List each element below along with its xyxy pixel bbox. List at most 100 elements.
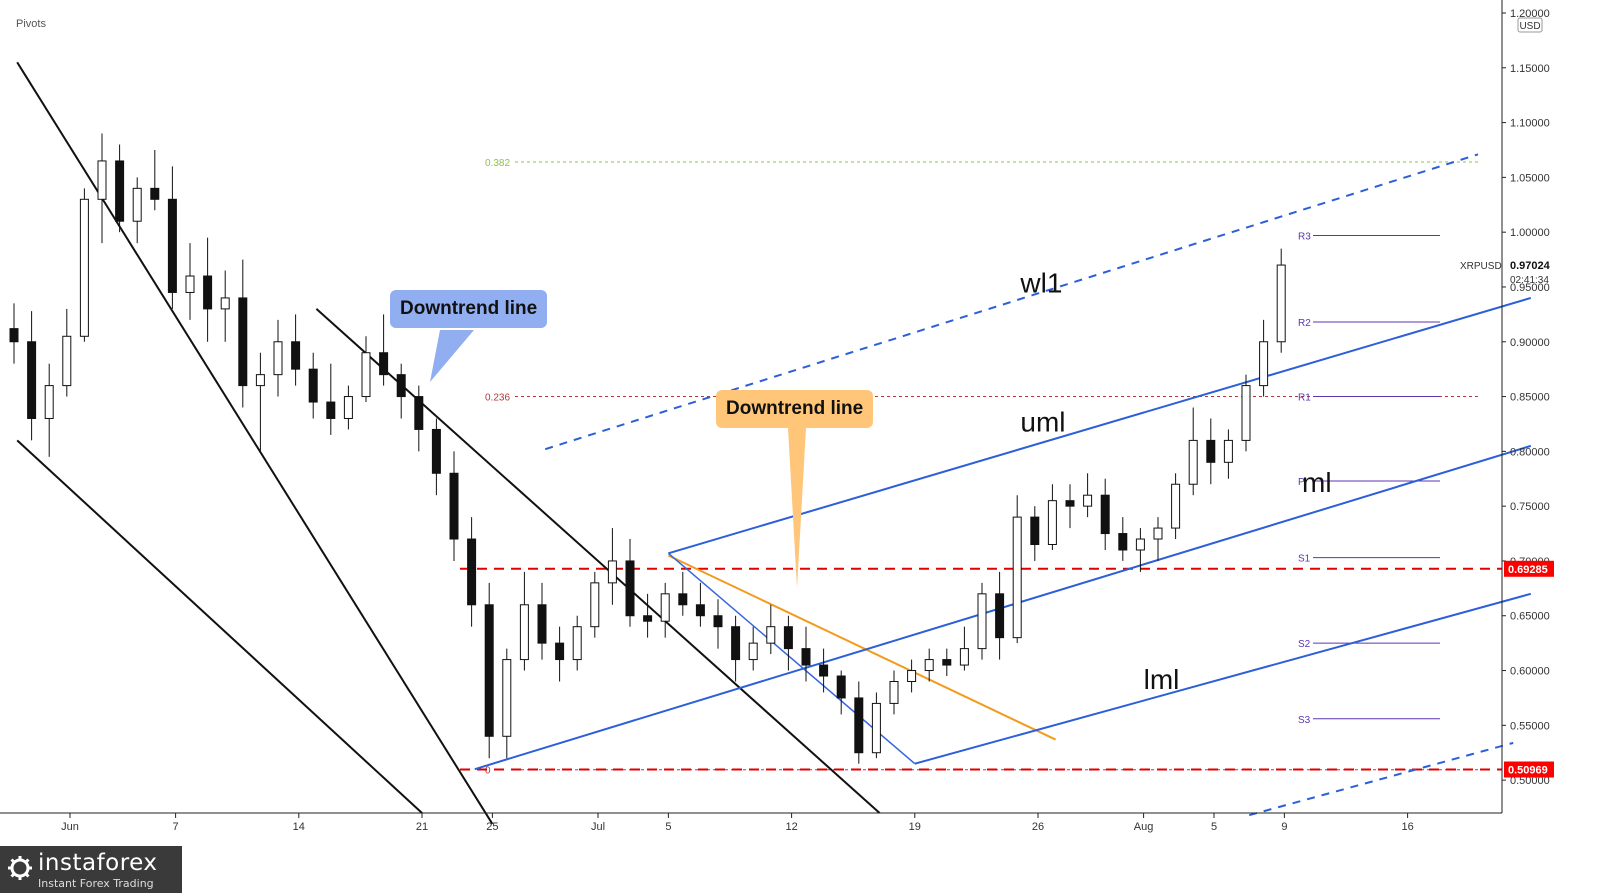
- candle-body[interactable]: [555, 642, 565, 661]
- candle-body[interactable]: [713, 615, 723, 628]
- pivot-label: S3: [1298, 715, 1311, 726]
- candle-body[interactable]: [748, 642, 758, 661]
- candle-body[interactable]: [607, 560, 617, 584]
- y-tick-label: 0.80000: [1510, 446, 1550, 458]
- candle-body[interactable]: [220, 297, 230, 310]
- candle-body[interactable]: [977, 593, 987, 650]
- candle-body[interactable]: [431, 428, 441, 474]
- candle-body[interactable]: [150, 187, 160, 200]
- indicator-label[interactable]: Pivots: [16, 18, 46, 30]
- candle-body[interactable]: [907, 670, 917, 682]
- candle-body[interactable]: [467, 538, 477, 606]
- x-tick-label: 9: [1281, 821, 1287, 833]
- candle-body[interactable]: [238, 297, 248, 387]
- pivot-label: S2: [1298, 639, 1311, 650]
- candle-body[interactable]: [1083, 494, 1093, 507]
- candle-body[interactable]: [1276, 264, 1286, 343]
- wl-lower-line[interactable]: [1248, 741, 1514, 817]
- candle-body[interactable]: [819, 664, 829, 677]
- pivot-label: P: [1298, 477, 1305, 488]
- candle-body[interactable]: [942, 659, 952, 666]
- candle-body[interactable]: [449, 472, 459, 540]
- candle-body[interactable]: [871, 702, 881, 754]
- candle-body[interactable]: [590, 582, 600, 628]
- candle-body[interactable]: [1259, 341, 1269, 387]
- candle-body[interactable]: [185, 275, 195, 293]
- candle-body[interactable]: [836, 675, 846, 699]
- candle-body[interactable]: [79, 198, 89, 337]
- candle-body[interactable]: [9, 328, 19, 343]
- candle-body[interactable]: [1153, 527, 1163, 540]
- y-tick-label: 1.15000: [1510, 63, 1550, 75]
- candle-body[interactable]: [854, 697, 864, 754]
- candle-body[interactable]: [766, 626, 776, 644]
- candle-body[interactable]: [1047, 500, 1057, 546]
- candle-body[interactable]: [326, 401, 336, 419]
- y-tick-label: 0.75000: [1510, 501, 1550, 513]
- candle-body[interactable]: [1030, 516, 1040, 546]
- candle-body[interactable]: [1135, 538, 1145, 551]
- candle-body[interactable]: [1171, 483, 1181, 529]
- candle-body[interactable]: [1206, 439, 1216, 463]
- candle-body[interactable]: [97, 160, 107, 200]
- candle-body[interactable]: [291, 341, 301, 370]
- candle-body[interactable]: [1188, 439, 1198, 485]
- uml-line[interactable]: [668, 296, 1532, 555]
- candle-body[interactable]: [924, 659, 934, 672]
- candle-body[interactable]: [62, 335, 72, 387]
- candle-body[interactable]: [731, 626, 741, 661]
- candle-body[interactable]: [414, 396, 424, 430]
- channel-lower-line[interactable]: [16, 439, 423, 814]
- candle-body[interactable]: [695, 604, 705, 617]
- black-downtrend-line[interactable]: [315, 308, 881, 814]
- price-tag[interactable]: [1504, 761, 1554, 778]
- channel-upper-line[interactable]: [16, 61, 494, 825]
- candle-body[interactable]: [572, 626, 582, 661]
- candle-body[interactable]: [995, 593, 1005, 639]
- line-labels: wl1 uml ml lml: [1019, 267, 1331, 695]
- wl1-line[interactable]: [544, 153, 1479, 451]
- candle-body[interactable]: [1223, 439, 1233, 463]
- candle-body[interactable]: [27, 341, 37, 419]
- candle-body[interactable]: [1012, 516, 1022, 639]
- candle-body[interactable]: [203, 275, 213, 310]
- candle-body[interactable]: [1118, 533, 1128, 551]
- candle-body[interactable]: [115, 160, 125, 222]
- candle-body[interactable]: [537, 604, 547, 644]
- orange-downtrend-line[interactable]: [667, 554, 1057, 741]
- candle-body[interactable]: [643, 615, 653, 622]
- y-tick-label: 1.05000: [1510, 172, 1550, 184]
- candle-body[interactable]: [783, 626, 793, 650]
- candle-body[interactable]: [959, 648, 969, 666]
- lml-line[interactable]: [914, 592, 1532, 765]
- candle-body[interactable]: [132, 187, 142, 222]
- candle-body[interactable]: [379, 352, 389, 376]
- candle-body[interactable]: [343, 396, 353, 419]
- candle-body[interactable]: [1065, 500, 1075, 507]
- y-tick-label: 0.50000: [1510, 775, 1550, 787]
- candle-body[interactable]: [255, 374, 265, 387]
- fib-level-label: 0.236: [485, 393, 510, 404]
- candle-body[interactable]: [801, 648, 811, 666]
- candle-body[interactable]: [625, 560, 635, 617]
- candle-body[interactable]: [308, 368, 318, 403]
- candle-body[interactable]: [361, 352, 371, 398]
- candle-body[interactable]: [889, 680, 899, 704]
- candle-body[interactable]: [678, 593, 688, 606]
- candle-body[interactable]: [484, 604, 494, 737]
- line-label-ml: ml: [1302, 467, 1332, 498]
- candle-body[interactable]: [396, 374, 406, 398]
- candle-body[interactable]: [273, 341, 283, 376]
- x-tick-label: 19: [909, 821, 921, 833]
- candle-body[interactable]: [502, 659, 512, 737]
- candle-body[interactable]: [1100, 494, 1110, 535]
- candle-body[interactable]: [1241, 385, 1251, 441]
- candle-body[interactable]: [44, 385, 54, 419]
- price-tag[interactable]: [1504, 560, 1554, 577]
- candle-body[interactable]: [660, 593, 670, 622]
- candles: [9, 133, 1286, 764]
- candle-body[interactable]: [167, 198, 177, 293]
- y-tick-label: 0.95000: [1510, 282, 1550, 294]
- candle-body[interactable]: [519, 604, 529, 661]
